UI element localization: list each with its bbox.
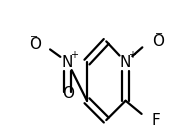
Text: −: − bbox=[30, 32, 38, 42]
Text: +: + bbox=[70, 50, 78, 59]
Text: O: O bbox=[62, 86, 74, 101]
Text: N: N bbox=[62, 55, 73, 70]
Text: O: O bbox=[152, 34, 164, 49]
Text: N: N bbox=[120, 55, 131, 70]
Text: −: − bbox=[155, 29, 163, 39]
Text: F: F bbox=[152, 113, 161, 128]
Text: O: O bbox=[29, 37, 41, 52]
Text: +: + bbox=[128, 50, 136, 59]
